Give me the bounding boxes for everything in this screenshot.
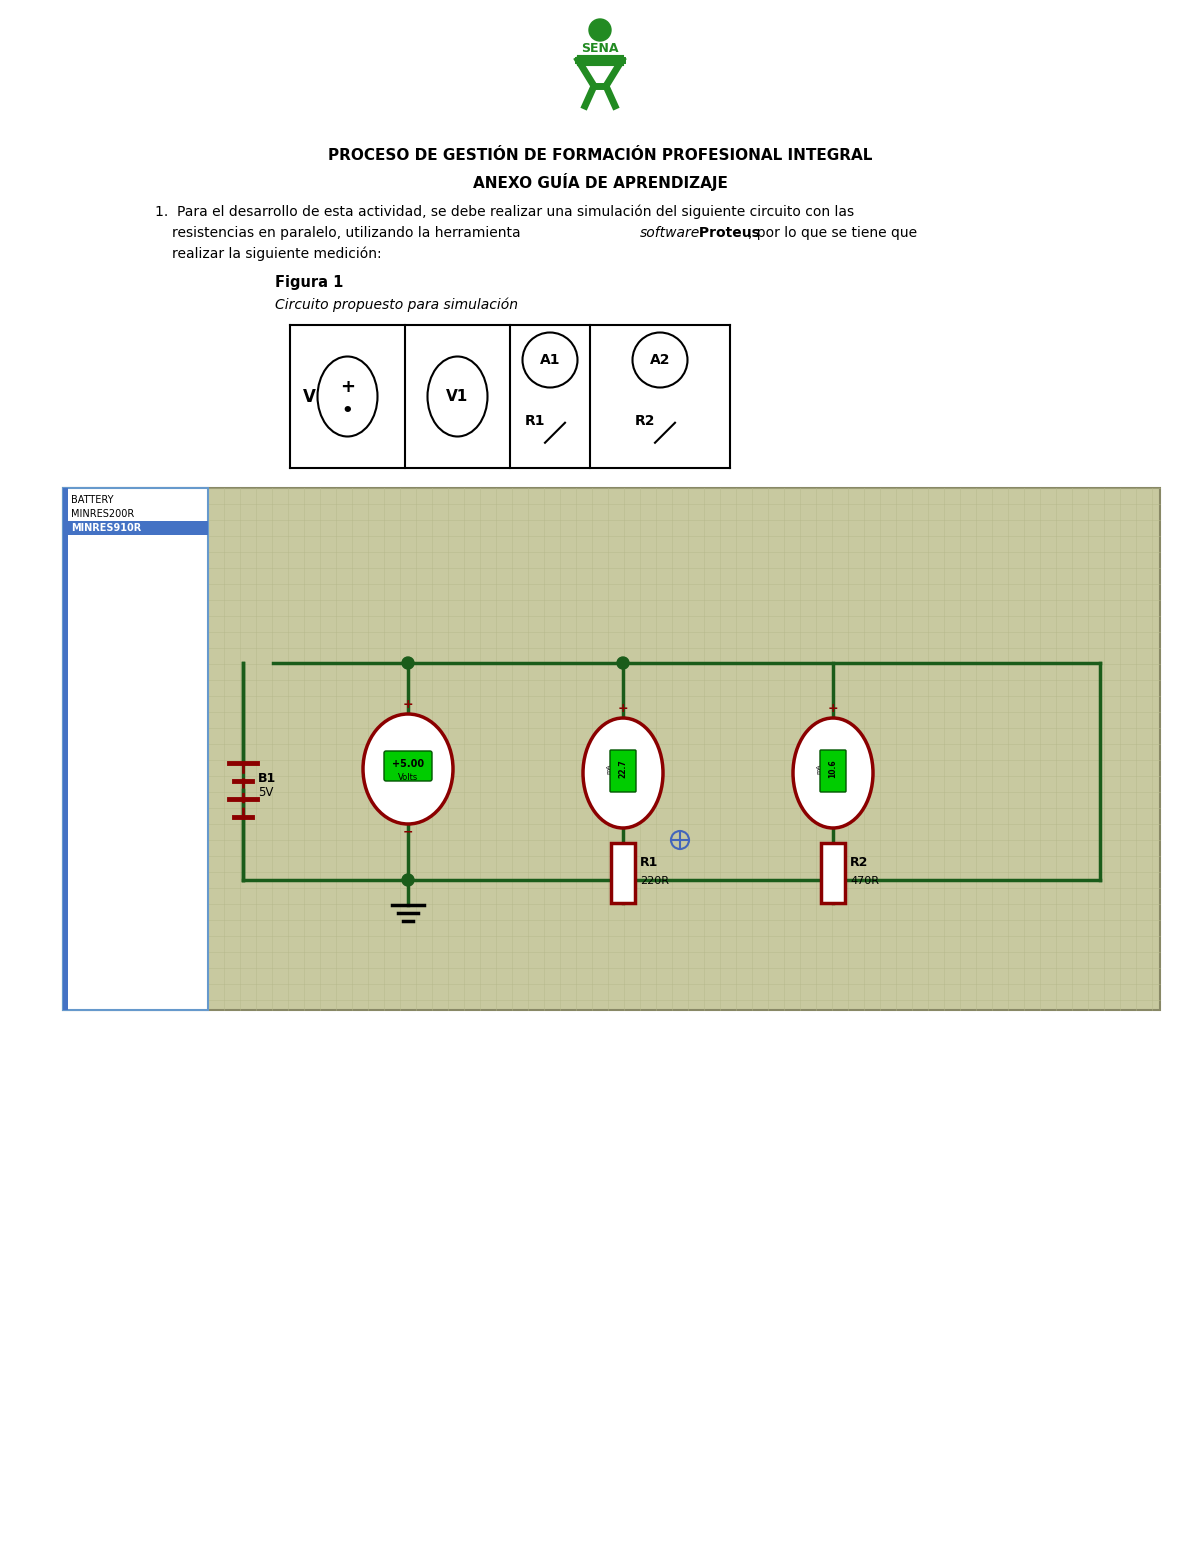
Text: 5V: 5V	[258, 786, 274, 800]
FancyBboxPatch shape	[610, 750, 636, 792]
Ellipse shape	[793, 717, 874, 828]
Text: SENA: SENA	[581, 42, 619, 54]
Text: 1.  Para el desarrollo de esta actividad, se debe realizar una simulación del si: 1. Para el desarrollo de esta actividad,…	[155, 205, 854, 219]
Bar	[64, 488, 68, 1009]
Circle shape	[617, 874, 629, 887]
Bar	[68, 520, 208, 534]
Text: resistencias en paralelo, utilizando la herramienta: resistencias en paralelo, utilizando la …	[172, 227, 526, 241]
Text: 10.6: 10.6	[828, 759, 838, 778]
Text: R2: R2	[850, 857, 869, 870]
Text: R1: R1	[640, 857, 659, 870]
Bar	[64, 488, 1160, 1009]
Text: +5.00: +5.00	[392, 759, 424, 769]
Text: Circuito propuesto para simulación: Circuito propuesto para simulación	[275, 298, 518, 312]
Text: B1: B1	[258, 772, 276, 784]
Text: mA: mA	[816, 764, 822, 775]
Text: 22.7: 22.7	[618, 759, 628, 778]
Circle shape	[589, 19, 611, 40]
Text: A1: A1	[540, 353, 560, 367]
Circle shape	[402, 657, 414, 669]
Text: 220R: 220R	[640, 876, 670, 887]
Circle shape	[402, 874, 414, 887]
Text: Proteus: Proteus	[694, 227, 760, 241]
Text: +: +	[618, 702, 629, 714]
Bar	[64, 488, 208, 1009]
Text: software: software	[640, 227, 701, 241]
Text: MINRES910R: MINRES910R	[71, 523, 142, 533]
Text: V1: V1	[446, 388, 469, 404]
Text: R2: R2	[635, 413, 655, 427]
Text: MINRES200R: MINRES200R	[71, 509, 134, 519]
Text: A2: A2	[649, 353, 671, 367]
Text: 470R: 470R	[850, 876, 878, 887]
Text: , por lo que se tiene que: , por lo que se tiene que	[748, 227, 917, 241]
Text: +: +	[828, 702, 839, 714]
Text: +: +	[340, 377, 355, 396]
Text: •: •	[342, 402, 353, 419]
Ellipse shape	[364, 714, 454, 825]
Text: Volts: Volts	[398, 773, 418, 783]
Circle shape	[827, 874, 839, 887]
Text: −: −	[403, 826, 413, 839]
Text: ANEXO GUÍA DE APRENDIZAJE: ANEXO GUÍA DE APRENDIZAJE	[473, 172, 727, 191]
Text: PROCESO DE GESTIÓN DE FORMACIÓN PROFESIONAL INTEGRAL: PROCESO DE GESTIÓN DE FORMACIÓN PROFESIO…	[328, 148, 872, 163]
FancyBboxPatch shape	[820, 750, 846, 792]
Circle shape	[617, 657, 629, 669]
Text: V: V	[304, 388, 316, 405]
FancyBboxPatch shape	[384, 752, 432, 781]
Text: realizar la siguiente medición:: realizar la siguiente medición:	[172, 247, 382, 261]
Bar	[821, 843, 845, 902]
Ellipse shape	[583, 717, 662, 828]
Text: Figura 1: Figura 1	[275, 275, 343, 289]
Text: +: +	[403, 697, 413, 711]
Text: R1: R1	[524, 413, 545, 427]
Text: mA: mA	[606, 764, 612, 775]
Bar	[611, 843, 635, 902]
Text: BATTERY: BATTERY	[71, 495, 114, 505]
